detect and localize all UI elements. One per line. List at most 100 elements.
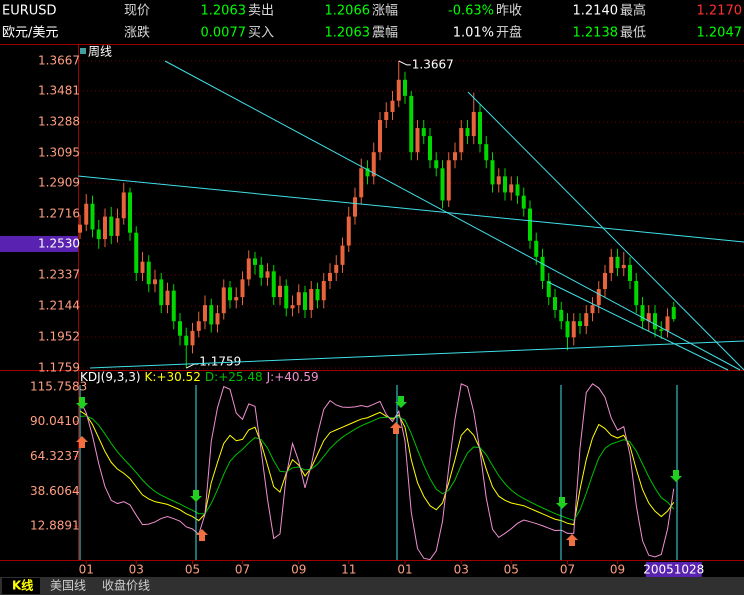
candle-body <box>403 79 407 96</box>
y-tick-label: 115.7583 <box>30 379 87 393</box>
candle-body <box>178 321 182 336</box>
indicator-legend: KDJ(9,3,3) K:+30.52 D:+25.48 J:+40.59 <box>80 370 319 384</box>
candle-body <box>196 321 201 331</box>
x-tick-label: 07 <box>235 563 250 577</box>
legend-value: +30.52 <box>156 370 200 384</box>
y-tick-label: 1.3095 <box>38 146 80 160</box>
field-label: 震幅 <box>372 26 398 41</box>
buy-arrow <box>566 534 578 546</box>
sell-arrow <box>556 497 568 509</box>
tab[interactable]: 收盘价线 <box>102 578 150 593</box>
candle-body <box>553 297 557 310</box>
x-tick-label: 01 <box>397 563 412 577</box>
tab[interactable]: 美国线 <box>50 579 86 593</box>
candle-body <box>265 271 270 278</box>
candle-body <box>146 261 151 285</box>
candle-body <box>290 305 295 309</box>
field-label: 最低 <box>620 26 646 41</box>
candle-body <box>559 309 564 322</box>
candle-body <box>465 128 470 137</box>
candle-body <box>384 111 389 121</box>
annotation: 1.1759 <box>199 355 241 369</box>
x-tick-label: 01 <box>79 563 94 577</box>
signal-arrows <box>76 396 682 546</box>
candle-body <box>390 100 395 112</box>
candle-body <box>128 192 132 233</box>
field-value: 1.2066 <box>325 4 371 19</box>
buy-arrow <box>196 529 208 541</box>
candle-body <box>671 307 676 320</box>
candle-body <box>546 280 551 298</box>
candle-body <box>346 216 351 246</box>
candle-body <box>359 168 364 198</box>
candle-body <box>309 289 314 310</box>
candle-body <box>596 289 601 306</box>
candle-body <box>640 305 645 322</box>
candle-body <box>565 321 570 338</box>
x-tick-label: 11 <box>341 563 356 577</box>
field-label: 买入 <box>248 26 274 41</box>
candle-body <box>221 287 226 314</box>
candle-body <box>90 203 95 230</box>
candle-body <box>109 216 114 236</box>
candle-body <box>353 197 357 217</box>
current-price-box <box>0 235 78 252</box>
candle-body <box>134 232 139 273</box>
candle-body <box>190 330 195 346</box>
candle-body <box>440 168 445 201</box>
legend-value: +40.59 <box>274 370 318 384</box>
y-tick-label: 1.2144 <box>38 299 80 313</box>
candle-body <box>434 160 439 169</box>
symbol: 欧元/美元 <box>2 26 58 41</box>
candle-body <box>228 287 232 301</box>
candle-body <box>665 316 670 331</box>
candle-body <box>378 120 382 153</box>
candle-body <box>303 292 307 310</box>
tab-active[interactable] <box>2 578 40 594</box>
field-value: 1.2063 <box>325 26 371 41</box>
sell-arrow <box>395 396 407 408</box>
x-tick-label: 03 <box>129 563 144 577</box>
candle-body <box>140 261 145 273</box>
x-tick-label: 05 <box>504 563 519 577</box>
y-tick-label: 1.3288 <box>38 114 80 128</box>
candle-body <box>321 280 326 301</box>
x-tick-label: 05 <box>185 563 200 577</box>
candle-body <box>209 305 214 325</box>
sell-arrow <box>76 397 88 409</box>
field-label: 现价 <box>124 4 150 19</box>
trend-line <box>164 60 741 371</box>
candle-body <box>446 160 451 201</box>
candle-body <box>84 203 89 225</box>
sell-arrow <box>670 470 682 482</box>
candle-body <box>471 111 476 137</box>
candle-body <box>478 111 482 145</box>
y-tick-label: 1.3667 <box>38 53 80 67</box>
field-value: -0.63% <box>448 4 494 19</box>
candle-body <box>409 95 414 153</box>
candle-body <box>115 218 120 236</box>
y-tick-label: 12.8891 <box>30 519 80 533</box>
field-label: 涨跌 <box>124 25 150 41</box>
trend-line <box>77 175 744 243</box>
indicator-title: KDJ(9,3,3) <box>80 370 141 384</box>
y-tick-label: 1.1759 <box>38 361 80 375</box>
field-value: 0.0077 <box>201 26 247 41</box>
x-tick-label: 07 <box>560 563 575 577</box>
tab[interactable]: K线 <box>12 578 33 593</box>
candle-body <box>159 279 164 306</box>
annotation: 1.3667 <box>412 57 454 71</box>
candle-body <box>453 152 457 161</box>
candle-body <box>528 208 532 241</box>
field-label: 涨幅 <box>372 4 398 19</box>
field-label: 开盘 <box>496 25 522 41</box>
candle-body <box>496 176 501 185</box>
candle-body <box>484 144 489 161</box>
candle-body <box>121 192 126 219</box>
field-value: 1.01% <box>453 26 494 41</box>
candle-body <box>215 313 220 325</box>
candle-body <box>534 240 539 257</box>
tab-bar <box>0 577 744 595</box>
trend-line <box>547 281 729 371</box>
